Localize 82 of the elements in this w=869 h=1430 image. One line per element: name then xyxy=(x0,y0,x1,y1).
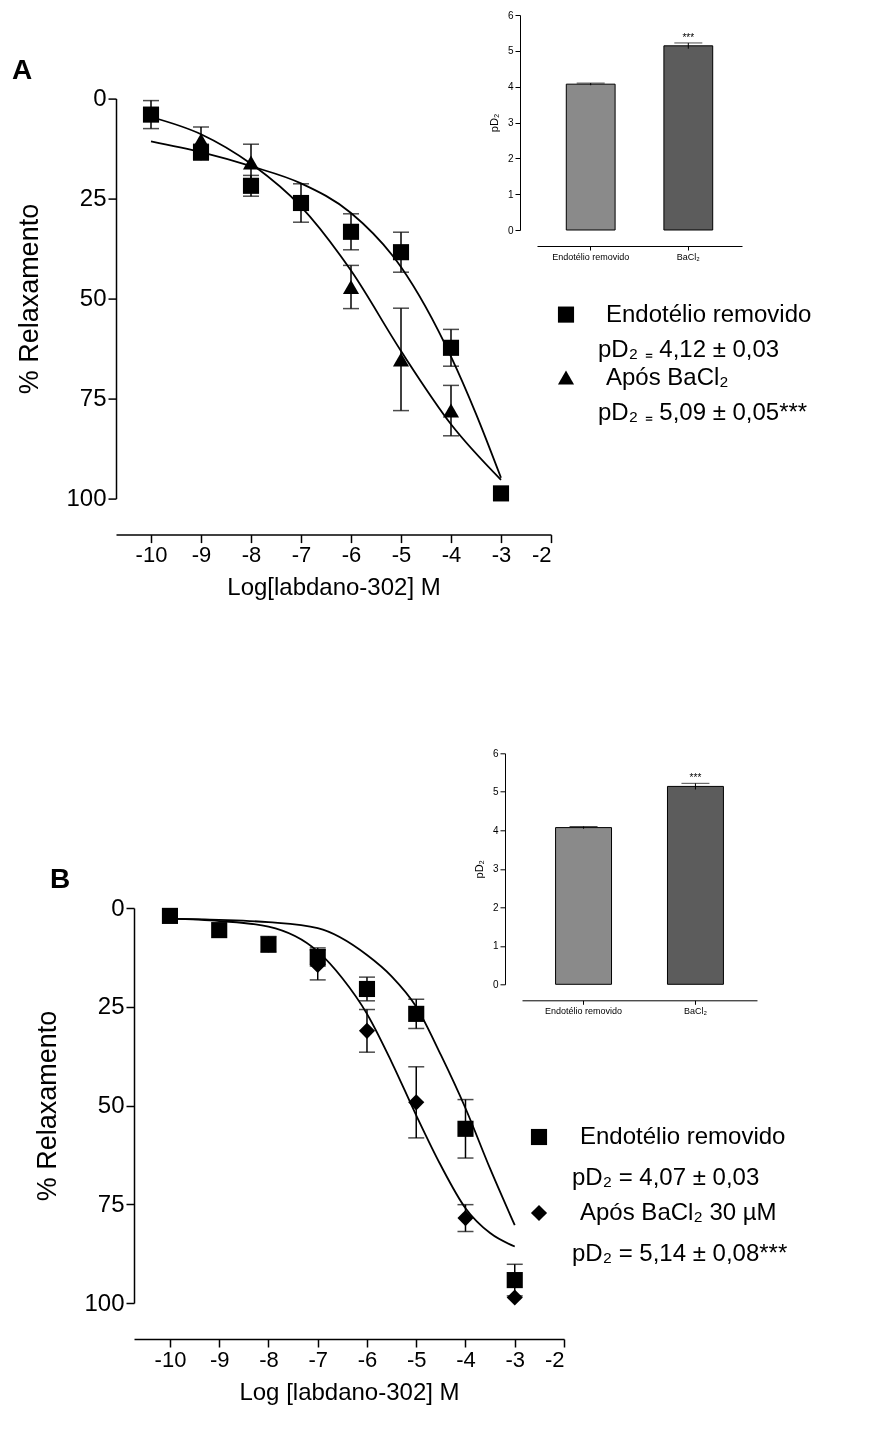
x-tick-label: -3 xyxy=(491,542,512,568)
annotation: *** xyxy=(689,772,702,784)
point xyxy=(342,280,360,294)
y-tick-label: 25 xyxy=(79,184,107,212)
x-axis-title: Log [labdano-302] M xyxy=(239,1377,460,1405)
point xyxy=(457,1120,474,1137)
y-tick-label: 5 xyxy=(492,786,499,798)
y-axis-title: pD₂ xyxy=(487,113,500,133)
x-tick-label: -10 xyxy=(154,1346,187,1372)
point xyxy=(142,106,160,123)
y-tick-label: 4 xyxy=(492,824,499,836)
y-tick-label: 2 xyxy=(507,152,514,164)
legend-label: Endotélio removido xyxy=(606,299,812,327)
x-tick-label: -2 xyxy=(544,1346,565,1372)
point xyxy=(442,403,460,418)
y-tick-label: 5 xyxy=(507,45,514,57)
point xyxy=(506,1289,523,1306)
point xyxy=(358,1022,376,1039)
y-tick-label: 6 xyxy=(507,9,514,21)
text: pD₂ = 5,14 ± 0,08*** xyxy=(572,1239,788,1266)
legend-label: Endotélio removido xyxy=(580,1122,786,1149)
chart-title: A xyxy=(12,53,33,85)
y-tick-label: 75 xyxy=(97,1189,125,1217)
x-tick-label: -3 xyxy=(505,1346,526,1372)
point xyxy=(292,194,310,212)
y-tick-label: 4 xyxy=(507,81,514,93)
text: pD₂ ₌ 5,09 ± 0,05*** xyxy=(598,397,808,425)
y-tick-label: 1 xyxy=(492,940,499,952)
x-tick-label: -9 xyxy=(209,1346,230,1372)
y-tick-label: 0 xyxy=(492,978,499,990)
x-tick-label: -7 xyxy=(308,1346,328,1372)
x-tick-label: -6 xyxy=(341,542,362,568)
point xyxy=(161,907,179,924)
y-tick-label: 0 xyxy=(507,224,514,236)
point xyxy=(358,980,376,998)
x-tick-label: -9 xyxy=(191,542,212,568)
x-tick-label: -4 xyxy=(456,1346,476,1372)
y-tick-label: 2 xyxy=(492,901,499,913)
point xyxy=(211,922,228,939)
legend-label: Após BaCl₂ xyxy=(606,362,729,390)
y-tick-label: 75 xyxy=(79,384,107,412)
y-tick-label: 100 xyxy=(84,1288,125,1316)
x-tick-label: -6 xyxy=(357,1346,378,1372)
x-tick-label: -2 xyxy=(531,542,552,568)
y-axis-title: % Relaxamento xyxy=(14,203,45,395)
text: pD₂ ₌ 4,12 ± 0,03 xyxy=(598,334,780,362)
y-tick-label: 0 xyxy=(111,893,125,921)
y-tick-label: 50 xyxy=(97,1091,125,1118)
point xyxy=(506,1272,523,1289)
point xyxy=(442,339,460,356)
y-axis-title: pD₂ xyxy=(472,860,485,879)
x-tick-label: -5 xyxy=(406,1346,427,1372)
y-tick-label: 100 xyxy=(66,484,107,512)
y-tick-label: 6 xyxy=(492,747,499,759)
text: pD₂ = 4,07 ± 0,03 xyxy=(572,1163,760,1190)
annotation: *** xyxy=(682,31,695,43)
point xyxy=(457,1210,474,1227)
point xyxy=(392,352,410,367)
x-axis-title: Log[labdano-302] M xyxy=(227,573,441,601)
y-tick-label: 25 xyxy=(97,992,125,1020)
point xyxy=(342,223,360,240)
x-tick-label: BaCl₂ xyxy=(676,251,701,262)
y-axis-title: % Relaxamento xyxy=(32,1010,63,1202)
y-tick-label: 1 xyxy=(507,188,514,200)
x-tick-label: -7 xyxy=(291,542,312,568)
x-tick-label: -10 xyxy=(135,542,168,568)
y-tick-label: 0 xyxy=(93,84,107,112)
x-tick-label: -8 xyxy=(259,1346,279,1372)
y-tick-label: 50 xyxy=(79,284,107,312)
chart-title: B xyxy=(50,863,71,894)
x-tick-label: -5 xyxy=(391,542,412,568)
legend-label: Após BaCl₂ 30 µM xyxy=(580,1198,777,1225)
x-tick-label: -4 xyxy=(441,542,462,568)
x-tick-label: -8 xyxy=(241,542,262,568)
y-tick-label: 3 xyxy=(492,863,499,875)
point xyxy=(242,155,260,170)
point xyxy=(392,244,410,261)
point xyxy=(408,1005,425,1022)
point xyxy=(492,485,510,502)
point xyxy=(408,1094,425,1111)
y-tick-label: 3 xyxy=(507,117,514,128)
x-tick-label: BaCl₂ xyxy=(683,1005,708,1016)
